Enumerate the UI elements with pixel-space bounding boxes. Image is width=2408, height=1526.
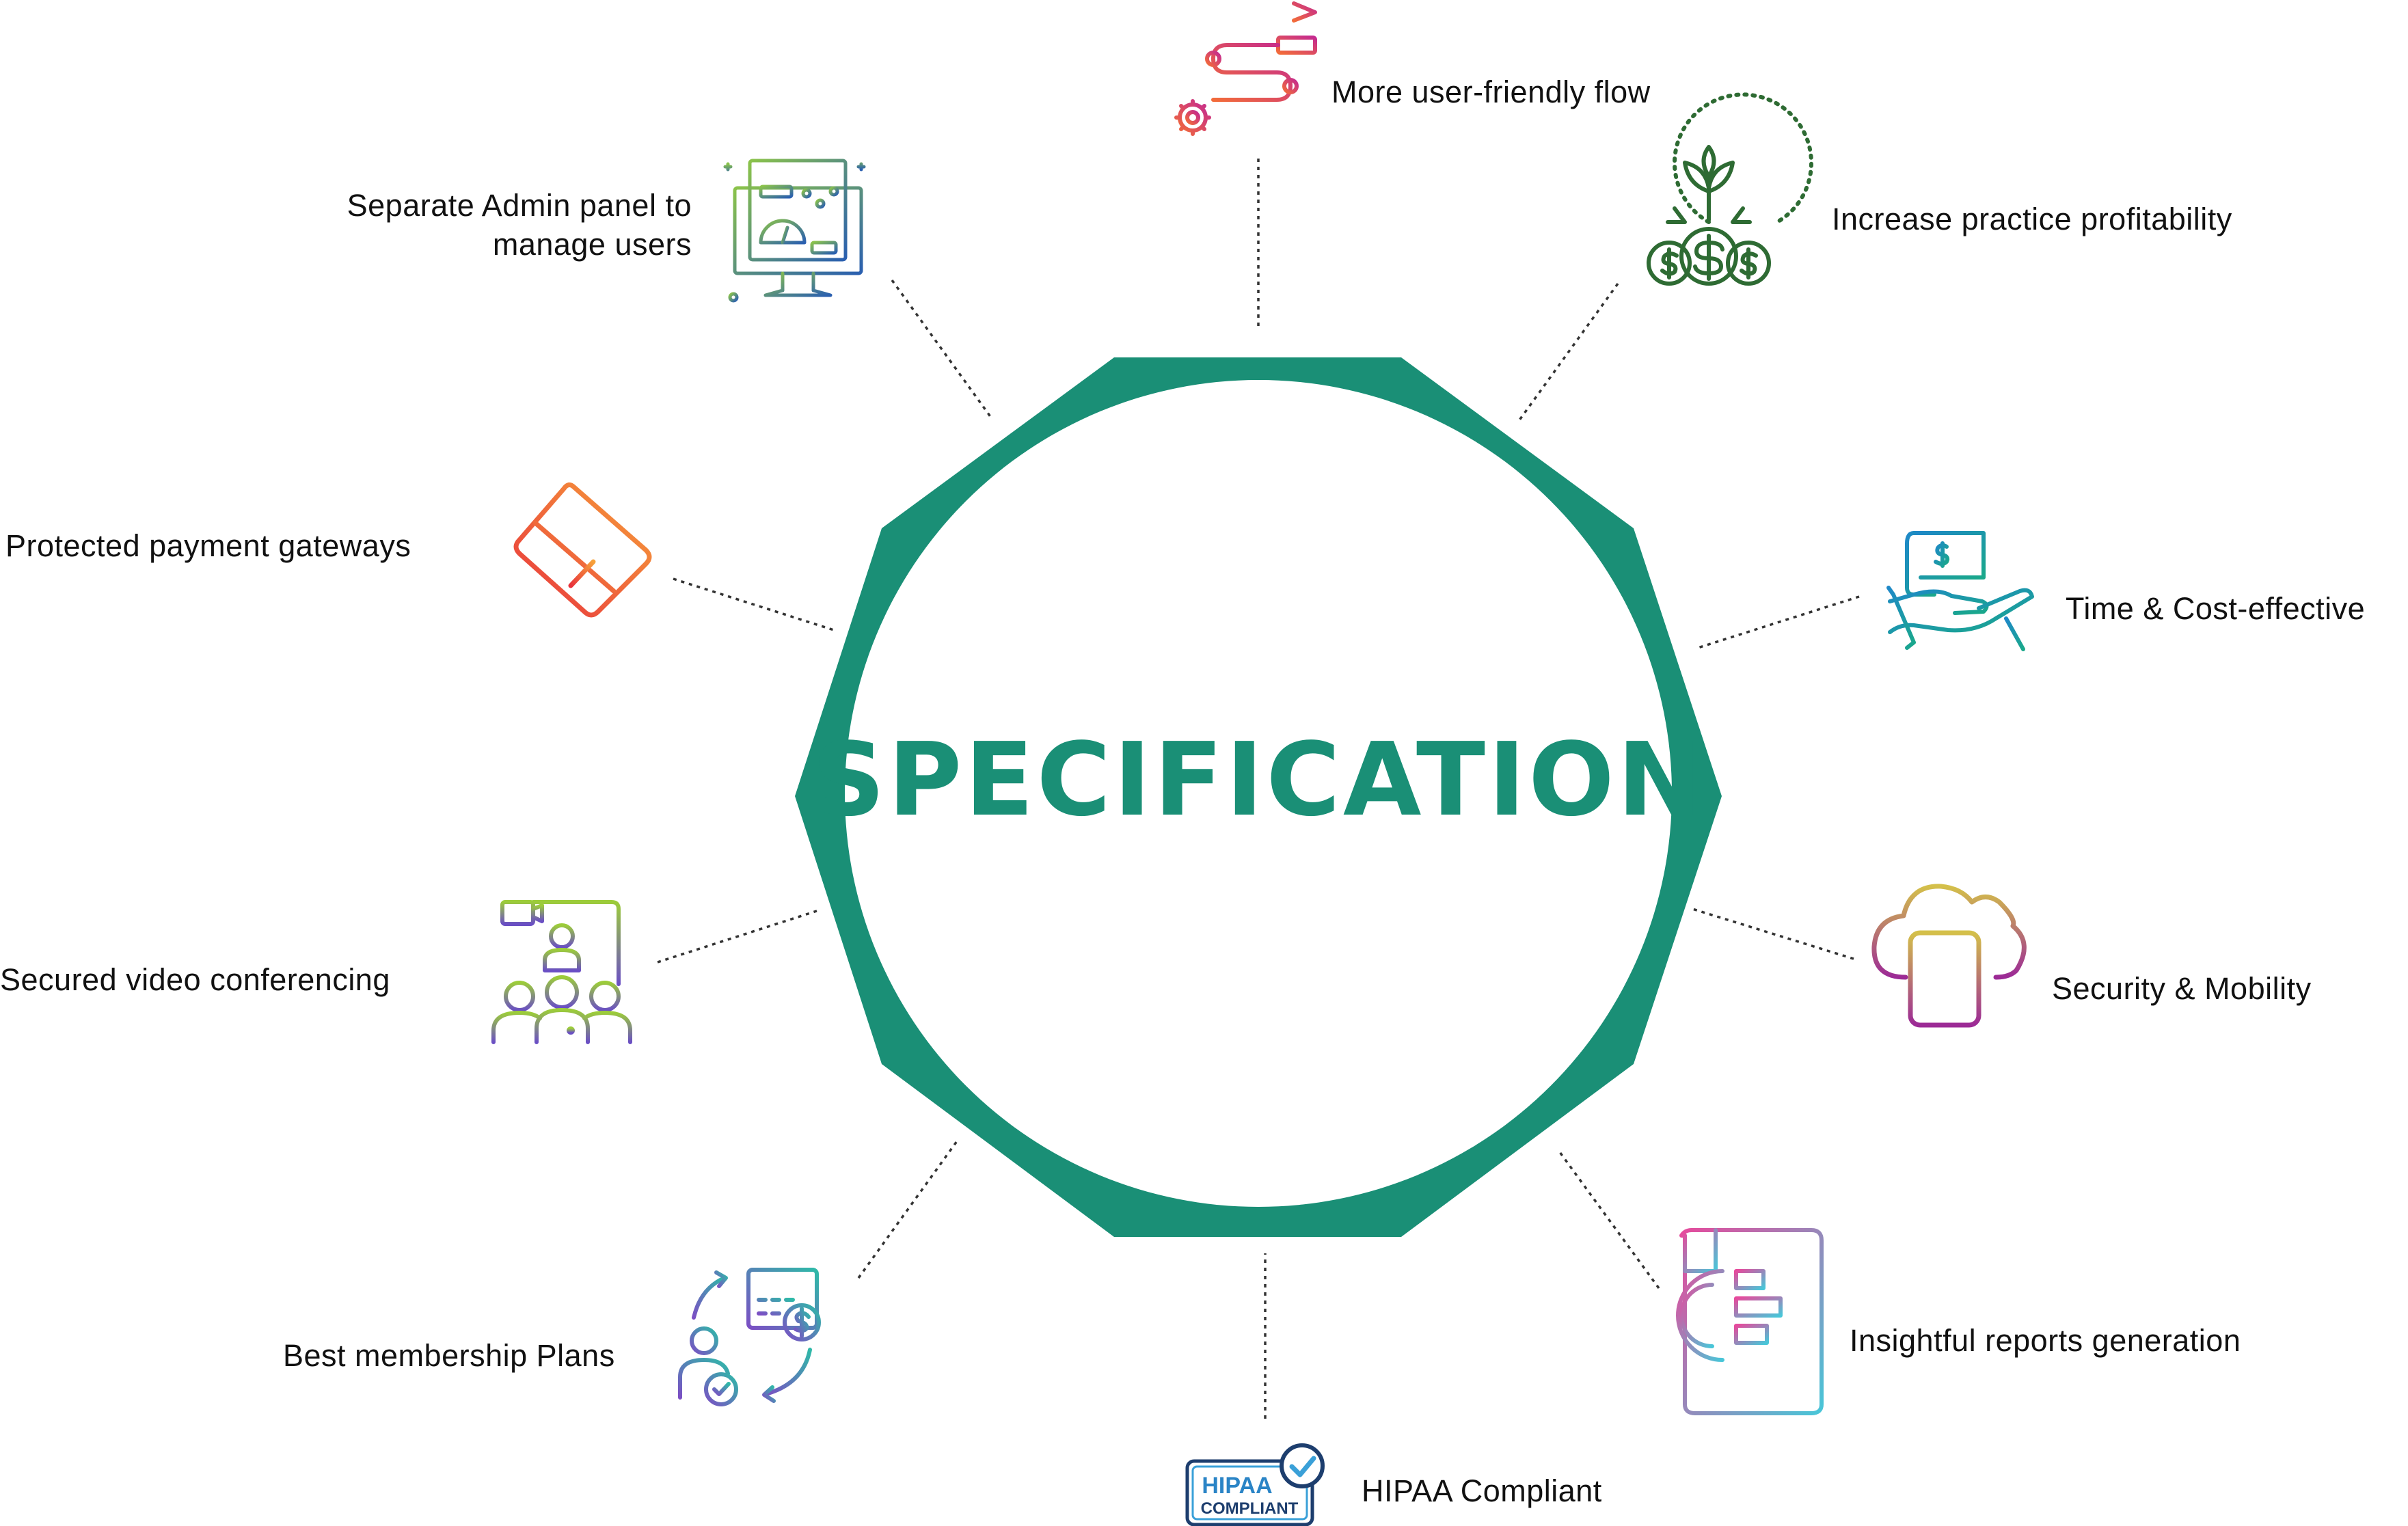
connector-video-conferencing bbox=[657, 910, 817, 964]
label-time-cost-effective: Time & Cost-effective bbox=[2066, 591, 2366, 626]
connector-practice-profitability bbox=[1517, 282, 1619, 422]
report-chart-document-icon bbox=[1676, 1228, 1824, 1415]
cloud-mobile-icon bbox=[1871, 884, 2027, 1028]
route-flag-gear-icon bbox=[1174, 0, 1317, 136]
label-admin-panel-line2: manage users bbox=[492, 227, 692, 262]
hand-holding-money-icon bbox=[1886, 531, 2034, 651]
membership-cycle-icon bbox=[678, 1268, 821, 1406]
admin-dashboard-icon bbox=[723, 159, 866, 303]
label-membership-plans: Best membership Plans bbox=[283, 1338, 615, 1373]
connectors bbox=[657, 159, 1860, 1419]
label-hipaa-compliant: HIPAA Compliant bbox=[1362, 1473, 1602, 1508]
label-video-conferencing: Secured video conferencing bbox=[0, 962, 390, 997]
central-octagon: SPECIFICATION bbox=[795, 357, 1722, 1237]
connector-security-mobility bbox=[1692, 908, 1854, 960]
payment-card-icon bbox=[513, 482, 658, 618]
connector-time-cost-effective bbox=[1697, 595, 1860, 649]
label-user-friendly-flow: More user-friendly flow bbox=[1331, 74, 1651, 109]
label-admin-panel: Separate Admin panel to manage users bbox=[294, 186, 692, 264]
connector-payment-gateways bbox=[673, 577, 835, 631]
label-admin-panel-line1: Separate Admin panel to bbox=[347, 188, 692, 223]
label-payment-gateways: Protected payment gateways bbox=[5, 528, 411, 563]
label-practice-profitability: Increase practice profitability bbox=[1832, 202, 2232, 236]
connector-admin-panel bbox=[891, 279, 992, 419]
label-reports-generation: Insightful reports generation bbox=[1850, 1323, 2241, 1358]
money-bags-plant-icon bbox=[1647, 92, 1813, 286]
label-security-mobility: Security & Mobility bbox=[2052, 971, 2312, 1006]
connector-reports-generation bbox=[1558, 1151, 1660, 1290]
connector-membership-plans bbox=[857, 1140, 958, 1279]
center-title: SPECIFICATION bbox=[812, 721, 1704, 839]
video-conference-icon bbox=[491, 900, 632, 1044]
hipaa-compliant-badge-icon: HIPAA COMPLIANT bbox=[1185, 1443, 1325, 1526]
hipaa-badge-line1: HIPAA bbox=[1202, 1473, 1272, 1499]
hipaa-badge-line2: COMPLIANT bbox=[1201, 1499, 1299, 1518]
